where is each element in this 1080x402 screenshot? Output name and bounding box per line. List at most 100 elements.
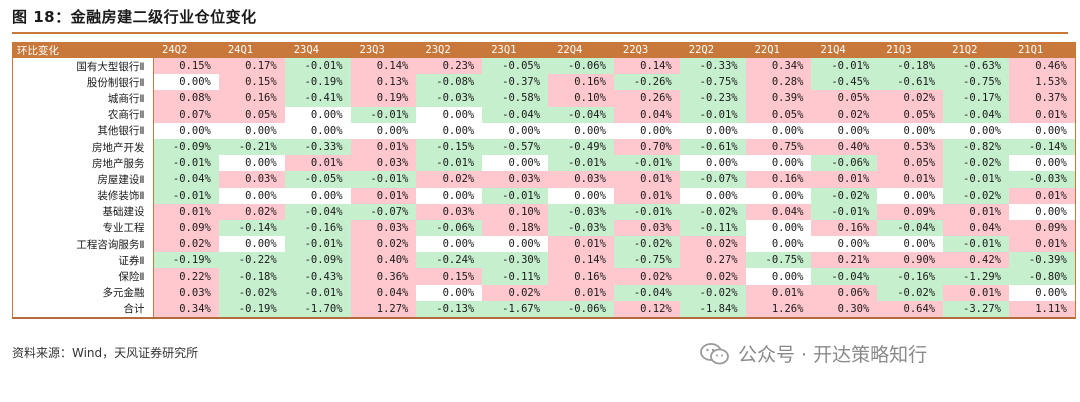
table-cell: 0.15% — [153, 58, 219, 75]
row-label: 房屋建设Ⅱ — [13, 171, 154, 188]
table-cell: 0.15% — [218, 74, 285, 91]
table-cell: -0.02% — [613, 236, 680, 253]
table-cell: 0.00% — [745, 155, 812, 172]
table-cell: 0.00% — [877, 187, 944, 204]
table-cell: -0.01% — [482, 187, 549, 204]
table-cell: -0.02% — [811, 187, 878, 204]
table-cell: -0.09% — [284, 252, 351, 269]
table-cell: 0.03% — [613, 219, 680, 237]
header-corner: 环比变化 — [13, 42, 153, 58]
table-cell: 0.00% — [218, 236, 285, 253]
table-cell: 0.09% — [153, 219, 219, 237]
table-cell: 0.00% — [548, 187, 614, 204]
column-header: 22Q1 — [745, 42, 812, 58]
table-cell: -1.29% — [943, 268, 1009, 285]
table-cell: -0.02% — [679, 284, 746, 301]
table-cell: -0.14% — [1008, 138, 1075, 156]
table-cell: -0.63% — [943, 58, 1009, 75]
table-cell: 0.15% — [416, 268, 483, 285]
table-cell: 0.00% — [811, 236, 878, 253]
table-cell: 0.16% — [548, 268, 614, 285]
table-cell: -0.75% — [613, 252, 680, 269]
table-cell: 0.18% — [482, 219, 549, 237]
table-cell: 0.19% — [350, 90, 417, 107]
table-cell: -0.03% — [548, 203, 614, 220]
table-cell: 0.02% — [416, 171, 483, 188]
table-cell: 0.34% — [745, 58, 812, 75]
table-cell: 0.00% — [1008, 284, 1075, 301]
table-cell: 0.00% — [943, 122, 1009, 139]
table-cell: -0.09% — [153, 138, 219, 156]
table-cell: 0.01% — [745, 284, 812, 301]
table-cell: 1.26% — [745, 300, 812, 317]
column-header: 24Q1 — [218, 42, 285, 58]
table-cell: 0.00% — [284, 122, 351, 139]
table-cell: 0.40% — [811, 138, 878, 156]
table-cell: 0.00% — [877, 122, 944, 139]
table-cell: 0.03% — [350, 219, 417, 237]
table-cell: -0.01% — [153, 155, 219, 172]
row-label: 证券Ⅱ — [13, 252, 154, 269]
table-cell: 0.70% — [613, 138, 680, 156]
table-cell: 0.00% — [416, 284, 483, 301]
table-cell: -0.21% — [218, 138, 285, 156]
table-cell: 0.00% — [679, 122, 746, 139]
row-label: 工程咨询服务Ⅱ — [13, 236, 154, 253]
table-cell: 0.10% — [482, 203, 549, 220]
table-cell: 0.12% — [613, 300, 680, 317]
table-cell: 1.27% — [350, 300, 417, 317]
table-cell: 0.27% — [679, 252, 746, 269]
table-cell: -0.13% — [416, 300, 483, 317]
table-cell: -0.08% — [416, 74, 483, 91]
table-cell: -0.14% — [218, 219, 285, 237]
table-cell: -0.11% — [679, 219, 746, 237]
table-cell: 0.16% — [218, 90, 285, 107]
table-cell: 0.01% — [1008, 187, 1075, 204]
table-cell: 0.04% — [350, 284, 417, 301]
table-cell: -0.24% — [416, 252, 483, 269]
table-cell: -0.02% — [679, 203, 746, 220]
table-cell: 0.00% — [548, 122, 614, 139]
table-cell: -0.02% — [943, 187, 1009, 204]
table-cell: -0.03% — [548, 219, 614, 237]
table-cell: -0.57% — [482, 138, 549, 156]
table-cell: -0.04% — [482, 106, 549, 123]
table-cell: 0.03% — [153, 284, 219, 301]
table-row: 装修装饰Ⅱ -0.01% 0.00% 0.00% 0.01% 0.00% -0.01% 0.0… — [13, 187, 1075, 204]
position-change-table: 环比变化 24Q2 24Q1 23Q4 23Q3 23Q2 23Q1 22Q4 22Q3 22Q… — [12, 42, 1076, 319]
table-cell: -0.58% — [482, 90, 549, 107]
table-cell: 0.30% — [811, 300, 878, 317]
table-cell: -0.06% — [811, 155, 878, 172]
table-cell: 0.05% — [218, 106, 285, 123]
table-header-row: 环比变化 24Q2 24Q1 23Q4 23Q3 23Q2 23Q1 22Q4 22Q3 22Q… — [13, 42, 1075, 58]
table-cell: 0.36% — [350, 268, 417, 285]
row-label: 多元金融 — [13, 284, 154, 301]
table-cell: 0.03% — [482, 171, 549, 188]
table-cell: -0.41% — [284, 90, 351, 107]
title-divider — [12, 32, 1068, 34]
table-cell: 0.00% — [153, 74, 219, 91]
column-header: 22Q2 — [679, 42, 746, 58]
column-header: 21Q1 — [1008, 42, 1075, 58]
table-cell: -0.80% — [1008, 268, 1075, 285]
table-cell: 0.00% — [811, 122, 878, 139]
table-cell: 0.16% — [548, 74, 614, 91]
table-cell: 0.01% — [284, 155, 351, 172]
table-cell: 0.34% — [153, 300, 219, 317]
table-cell: 0.01% — [811, 171, 878, 188]
table-cell: 0.09% — [1008, 219, 1075, 237]
table-row: 多元金融 0.03% -0.02% -0.01% 0.04% 0.00% 0.02% 0.01… — [13, 284, 1075, 301]
table-cell: 0.00% — [416, 106, 483, 123]
table-cell: 0.00% — [218, 155, 285, 172]
column-header: 23Q2 — [416, 42, 483, 58]
table-cell: -0.39% — [1008, 252, 1075, 269]
table-cell: 0.14% — [613, 58, 680, 75]
table-cell: 0.00% — [745, 122, 812, 139]
table-cell: -0.01% — [943, 171, 1009, 188]
table-cell: 0.04% — [745, 203, 812, 220]
table-cell: -0.02% — [943, 155, 1009, 172]
table-cell: -0.15% — [416, 138, 483, 156]
table-cell: 0.04% — [613, 106, 680, 123]
table-cell: -0.02% — [218, 284, 285, 301]
row-label: 房地产服务 — [13, 155, 154, 172]
